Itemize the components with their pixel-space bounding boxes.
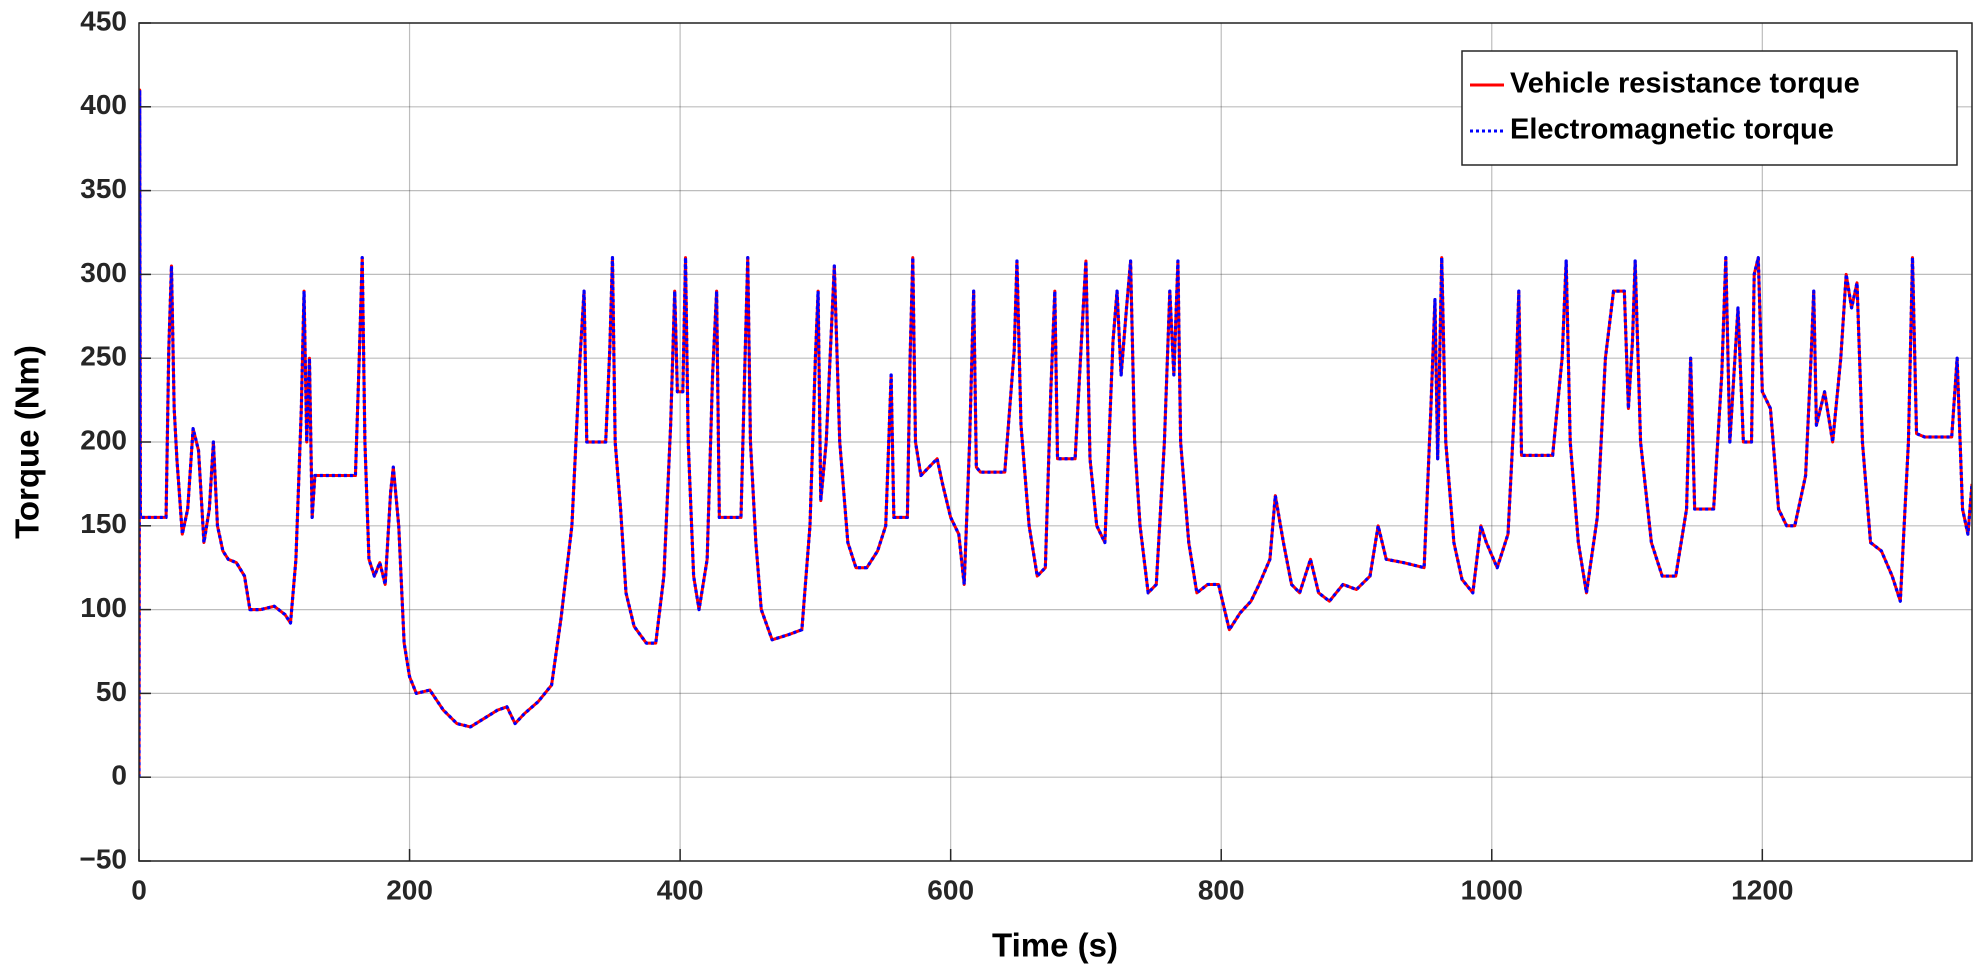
- x-tick-label: 1200: [1731, 874, 1793, 905]
- x-axis-title: Time (s): [992, 927, 1118, 964]
- series-line: [139, 88, 1972, 778]
- x-tick-label: 0: [131, 874, 147, 905]
- legend: Vehicle resistance torque Electromagnetic…: [1461, 50, 1958, 166]
- x-tick-label: 1000: [1461, 874, 1523, 905]
- x-tick-label: 800: [1198, 874, 1245, 905]
- y-tick-label: 200: [80, 424, 127, 455]
- y-tick-label: −50: [80, 843, 128, 874]
- x-tick-label: 200: [386, 874, 433, 905]
- y-tick-label: 400: [80, 89, 127, 120]
- x-tick-label: 600: [927, 874, 974, 905]
- legend-box: [1461, 50, 1958, 166]
- x-tick-label: 400: [657, 874, 704, 905]
- y-tick-label: 300: [80, 257, 127, 288]
- legend-label: Electromagnetic torque: [1510, 114, 1834, 146]
- y-tick-label: 50: [96, 676, 127, 707]
- y-tick-label: 150: [80, 508, 127, 539]
- ticks: 0 200 400 600 800 1000 1200−500501001502002503…: [80, 5, 1794, 905]
- y-tick-label: 0: [111, 760, 127, 791]
- y-tick-label: 250: [80, 341, 127, 372]
- legend-label: Vehicle resistance torque: [1510, 68, 1860, 100]
- y-tick-label: 450: [80, 5, 127, 36]
- lines: [139, 88, 1972, 778]
- y-axis-title: Torque (Nm): [9, 345, 46, 539]
- y-tick-label: 100: [80, 592, 127, 623]
- y-tick-label: 350: [80, 173, 127, 204]
